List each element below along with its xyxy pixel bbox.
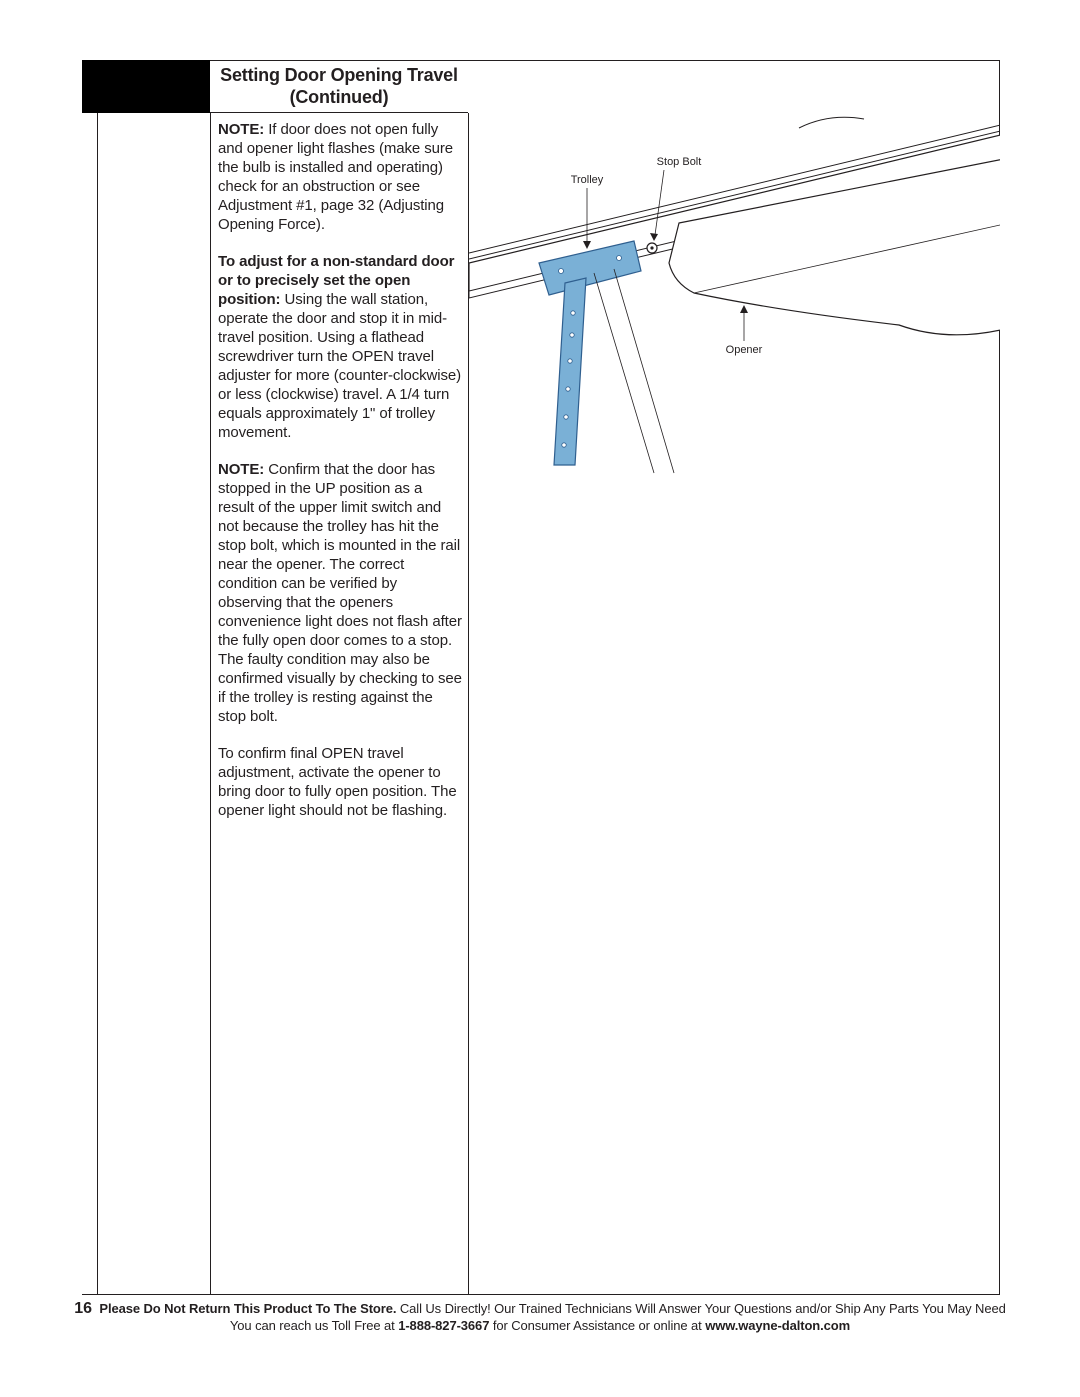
rule-col-1 xyxy=(210,113,211,1295)
page-footer: 16 Please Do Not Return This Product To … xyxy=(0,1300,1080,1334)
trolley-bracket xyxy=(539,241,641,465)
para-note-1: NOTE: If door does not open fully and op… xyxy=(218,120,462,234)
para-note-2: NOTE: Confirm that the door has stopped … xyxy=(218,460,462,726)
page-number: 16 xyxy=(74,1300,92,1317)
para-3-text: Confirm that the door has stopped in the… xyxy=(218,461,462,725)
svg-text:Stop Bolt: Stop Bolt xyxy=(657,156,702,168)
svg-text:Trolley: Trolley xyxy=(571,174,604,186)
para-2-text: Using the wall station, operate the door… xyxy=(218,291,461,441)
para-confirm: To confirm final OPEN travel adjustment,… xyxy=(218,744,462,820)
instruction-column: NOTE: If door does not open fully and op… xyxy=(218,120,462,838)
svg-text:Opener: Opener xyxy=(726,344,763,356)
label-opener: Opener xyxy=(726,305,763,356)
opener-diagram: Trolley Stop Bolt Opener xyxy=(469,113,1000,478)
para-adjust: To adjust for a non-standard door or to … xyxy=(218,252,462,442)
heading-line-1: Setting Door Opening Travel xyxy=(220,65,458,85)
footer-url: www.wayne-dalton.com xyxy=(705,1318,850,1333)
note-label: NOTE: xyxy=(218,121,264,138)
footer-line-1-rest: Call Us Directly! Our Trained Technician… xyxy=(396,1301,1005,1316)
rule-outer-left xyxy=(97,60,98,1295)
footer-line-2: You can reach us Toll Free at 1-888-827-… xyxy=(0,1317,1080,1334)
footer-warning: Please Do Not Return This Product To The… xyxy=(99,1301,396,1316)
footer-phone: 1-888-827-3667 xyxy=(398,1318,489,1333)
section-heading: Setting Door Opening Travel (Continued) xyxy=(210,60,468,113)
footer-l2-b: for Consumer Assistance or online at xyxy=(489,1318,705,1333)
note-label-2: NOTE: xyxy=(218,461,264,478)
stop-bolt-assembly xyxy=(647,243,657,253)
heading-line-2: (Continued) xyxy=(290,87,389,107)
footer-line-1: 16 Please Do Not Return This Product To … xyxy=(0,1300,1080,1317)
page: Setting Door Opening Travel (Continued) … xyxy=(0,0,1080,1397)
step-blackbox xyxy=(82,60,210,113)
footer-l2-a: You can reach us Toll Free at xyxy=(230,1318,398,1333)
